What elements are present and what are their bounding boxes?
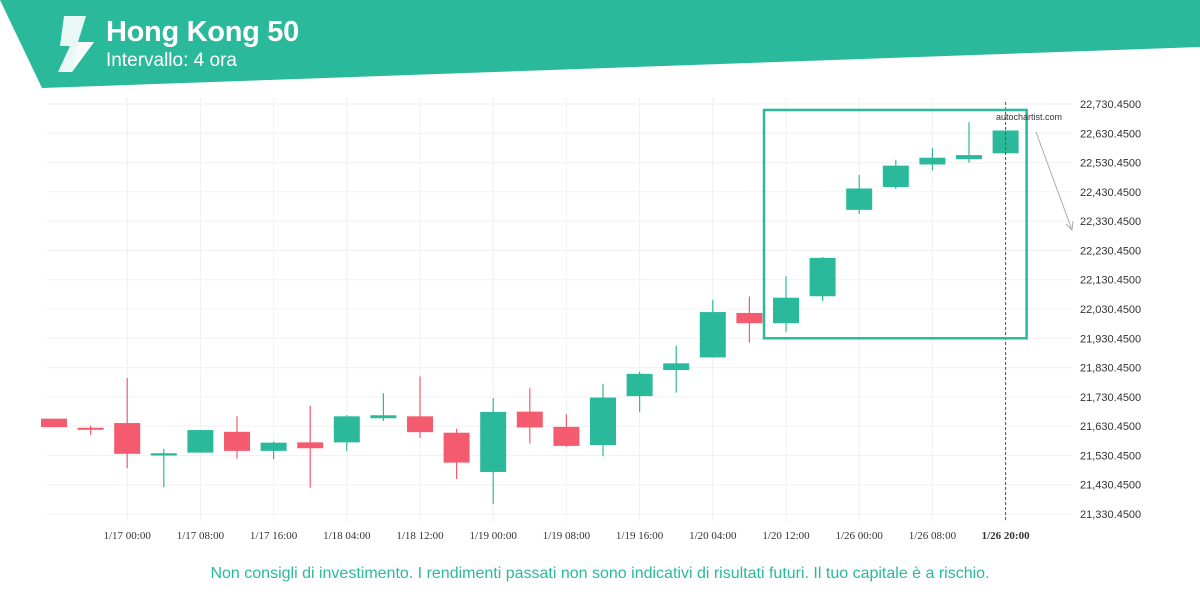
x-tick-label: 1/18 12:00	[396, 530, 444, 542]
x-tick-label: 1/19 16:00	[616, 530, 664, 542]
header-background	[0, 0, 1200, 88]
header-band	[0, 0, 1200, 88]
candle	[809, 257, 836, 301]
y-tick-label: 22,730.4500	[1080, 99, 1141, 111]
x-tick-label: 1/19 00:00	[470, 530, 518, 542]
overlays	[762, 102, 1074, 522]
y-tick-label: 21,330.4500	[1080, 509, 1141, 521]
candle-body	[626, 373, 653, 397]
candle	[846, 175, 873, 214]
grid	[47, 98, 1072, 522]
candle-body	[956, 155, 982, 160]
candle	[773, 276, 799, 332]
candle	[882, 159, 909, 190]
candle-body	[333, 416, 360, 443]
candle	[297, 405, 324, 488]
candle	[516, 388, 543, 444]
candle-body	[516, 411, 543, 428]
y-tick-label: 21,930.4500	[1080, 333, 1141, 345]
projection-arrow	[1035, 131, 1073, 231]
pattern-box	[762, 108, 1028, 340]
y-tick-label: 21,530.4500	[1080, 450, 1141, 462]
x-tick-label: 1/20 04:00	[689, 530, 737, 542]
watermark-text: autochartist.com	[996, 112, 1062, 122]
y-axis: 21,330.4500 21,430.4500 21,530.4500 21,630.…	[1080, 99, 1141, 521]
y-tick-label: 22,330.4500	[1080, 216, 1141, 228]
candle-body	[809, 257, 836, 297]
candle	[224, 416, 250, 459]
candle-body	[773, 297, 799, 324]
y-tick-label: 21,730.4500	[1080, 392, 1141, 404]
candle-body	[699, 312, 726, 358]
x-axis: 1/17 00:00 1/17 08:00 1/17 16:00 1/18 04:00…	[104, 530, 1031, 542]
candle-body	[736, 312, 763, 324]
projection-arrow-head-icon	[1065, 220, 1074, 232]
candle	[260, 441, 287, 460]
candle-body	[41, 418, 67, 428]
candle-body	[846, 188, 873, 210]
candle-body	[663, 363, 690, 371]
candle	[114, 377, 141, 469]
x-tick-label: 1/19 08:00	[543, 530, 591, 542]
candle	[736, 296, 763, 343]
candle	[187, 430, 214, 453]
y-tick-label: 22,630.4500	[1080, 128, 1141, 140]
candle-body	[590, 397, 616, 446]
candle-body	[443, 432, 470, 463]
candle	[370, 393, 397, 422]
x-tick-label: 1/26 00:00	[836, 530, 884, 542]
candle	[407, 376, 433, 438]
candle-body	[187, 430, 214, 453]
candle	[590, 383, 616, 457]
candle-body	[992, 130, 1019, 154]
candle-body	[150, 453, 177, 456]
y-tick-label: 21,830.4500	[1080, 363, 1141, 375]
candle	[956, 122, 982, 163]
chart-interval: Intervallo: 4 ora	[106, 50, 237, 71]
candle-body	[407, 416, 433, 433]
candle	[333, 415, 360, 452]
candle-body	[224, 431, 250, 451]
y-tick-label: 22,230.4500	[1080, 245, 1141, 257]
y-tick-label: 22,530.4500	[1080, 158, 1141, 170]
candle	[626, 371, 653, 413]
x-tick-label: 1/26 08:00	[909, 530, 957, 542]
x-tick-label: 1/20 12:00	[762, 530, 810, 542]
y-tick-label: 21,430.4500	[1080, 480, 1141, 492]
candle-body	[260, 442, 287, 451]
candle	[553, 414, 580, 447]
candle-body	[77, 427, 104, 430]
candle	[443, 428, 470, 479]
y-tick-label: 22,130.4500	[1080, 275, 1141, 287]
candle	[663, 345, 690, 393]
x-tick-label-current: 1/26 20:00	[982, 530, 1030, 542]
x-tick-label: 1/18 04:00	[323, 530, 371, 542]
candle	[699, 299, 726, 358]
x-tick-label: 1/17 00:00	[104, 530, 152, 542]
y-tick-label: 22,430.4500	[1080, 187, 1141, 199]
candle-body	[882, 165, 909, 188]
candle-body	[370, 415, 397, 419]
candle-body	[553, 426, 580, 446]
candles	[41, 122, 1019, 504]
candle-body	[480, 411, 507, 472]
autochartist-logo-icon	[58, 16, 94, 72]
disclaimer: Non consigli di investimento. I rendimen…	[210, 565, 990, 582]
candle	[480, 398, 507, 504]
y-tick-label: 21,630.4500	[1080, 421, 1141, 433]
chart-title: Hong Kong 50	[106, 16, 299, 48]
candle-body	[114, 423, 141, 454]
candle-body	[297, 442, 324, 449]
candle	[150, 448, 177, 488]
x-tick-label: 1/17 08:00	[177, 530, 225, 542]
candle-body	[919, 157, 946, 165]
candle	[41, 418, 67, 428]
candle	[919, 148, 946, 171]
x-tick-label: 1/17 16:00	[250, 530, 298, 542]
candle	[77, 425, 104, 436]
y-tick-label: 22,030.4500	[1080, 304, 1141, 316]
